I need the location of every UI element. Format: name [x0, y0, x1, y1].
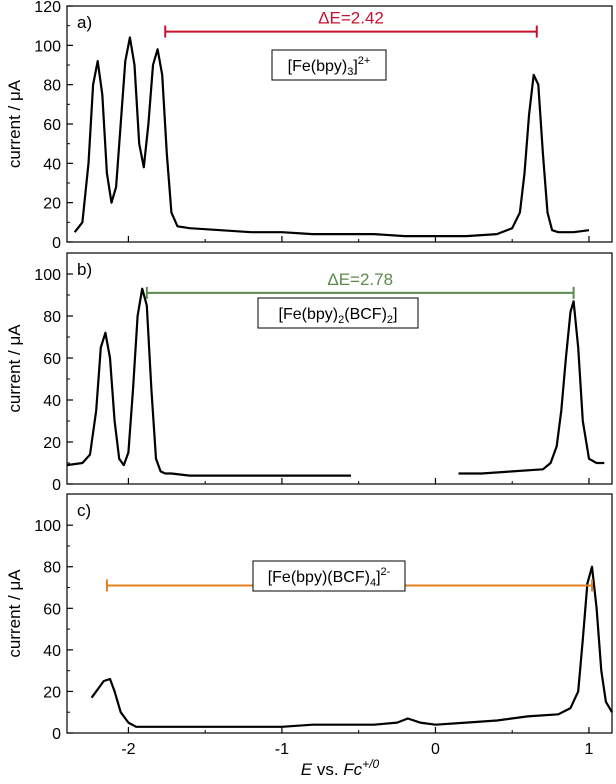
series-line	[66, 287, 351, 477]
plot-frame	[66, 493, 613, 734]
x-axis-title-fc: Fc	[343, 760, 362, 779]
x-axis-title-sup: +/0	[362, 757, 379, 771]
y-tick-label: 20	[43, 435, 61, 452]
series-line	[458, 300, 605, 475]
y-tick-label: 40	[43, 393, 61, 410]
panel-label: b)	[77, 260, 92, 279]
x-axis-title-vs: vs.	[312, 760, 343, 779]
y-tick-label: 100	[34, 38, 61, 55]
x-axis-title-e: E	[301, 760, 313, 779]
y-tick-label: 60	[43, 117, 61, 134]
y-tick-label: 0	[52, 726, 61, 743]
y-tick-label: 120	[34, 0, 61, 16]
series-line	[73, 36, 590, 238]
series-line	[90, 565, 613, 728]
formula-box	[257, 297, 419, 329]
y-tick-label: 0	[52, 235, 61, 252]
complex-formula: [Fe(bpy)(BCF)4]2-	[268, 566, 391, 589]
chart-panels: 0 20 40 60 80 100 120 current / μA a) ΔE=2.42 [Fe(…	[5, 0, 613, 743]
y-tick-label: 20	[43, 684, 61, 701]
complex-formula: [Fe(bpy)2(BCF)2]	[279, 306, 398, 326]
y-axis-title: current / μA	[5, 324, 24, 413]
x-axis-title: E vs. Fc+/0	[301, 757, 380, 779]
y-tick-label: 20	[43, 196, 61, 213]
y-axis-title: current / μA	[5, 79, 24, 168]
y-tick-label: 40	[43, 643, 61, 660]
x-tick-label: -1	[275, 741, 289, 758]
x-tick-label: 0	[431, 741, 440, 758]
y-tick-label: 80	[43, 78, 61, 95]
y-tick-label: 100	[34, 518, 61, 535]
panel-label: a)	[77, 13, 92, 32]
panel-2: 0 20 40 60 80 100 current / μA b) ΔE=2.78 [Fe(bpy…	[5, 252, 613, 494]
delta-e-label: ΔE=2.42	[318, 9, 384, 28]
y-tick-label: 60	[43, 351, 61, 368]
delta-e-label: ΔE=2.78	[327, 270, 393, 289]
x-tick-label: 1	[585, 741, 594, 758]
y-tick-label: 60	[43, 601, 61, 618]
y-axis-title: current / μA	[5, 569, 24, 658]
y-tick-label: 100	[34, 267, 61, 284]
y-tick-label: 0	[52, 477, 61, 494]
formula-box	[252, 560, 406, 592]
panel-label: c)	[77, 501, 91, 520]
y-tick-label: 80	[43, 560, 61, 577]
x-tick-label: -2	[121, 741, 135, 758]
formula-box	[271, 49, 387, 81]
complex-formula: [Fe(bpy)3]2+	[288, 55, 371, 78]
y-tick-label: 40	[43, 156, 61, 173]
panel-1: 0 20 40 60 80 100 120 current / μA a) ΔE=2.42 [Fe(…	[5, 0, 613, 252]
plot-frame	[66, 252, 613, 485]
x-axis: -2 -1 0 1	[121, 741, 593, 758]
y-tick-label: 80	[43, 309, 61, 326]
